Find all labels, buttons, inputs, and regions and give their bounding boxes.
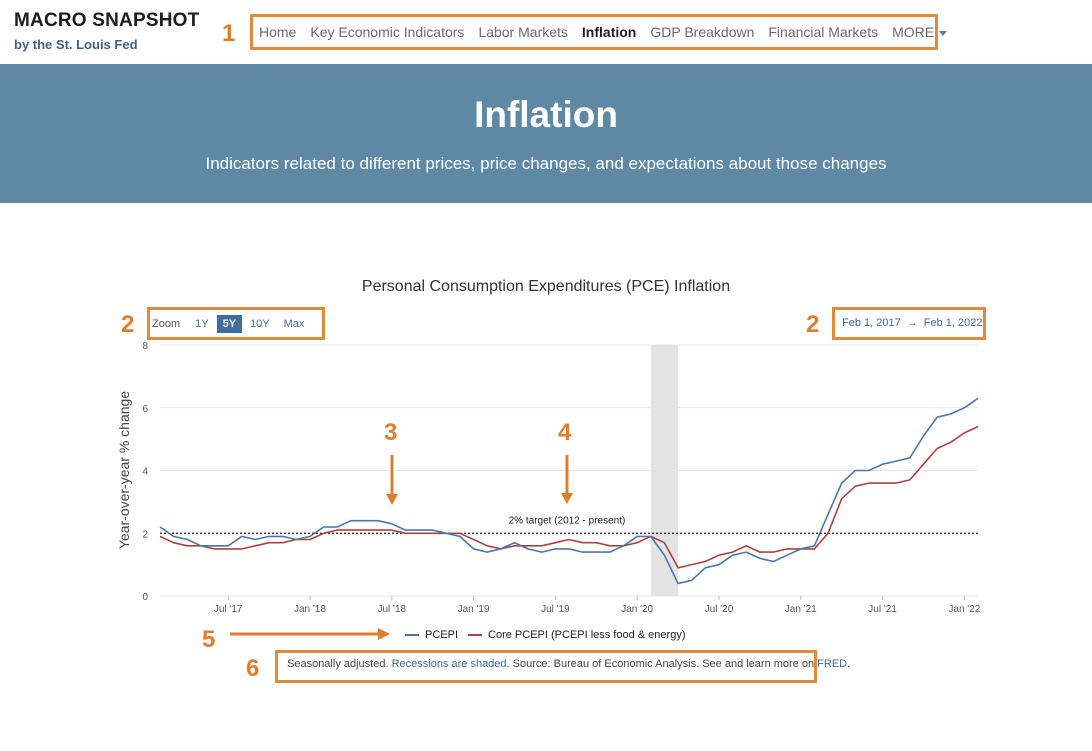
chart-title: Personal Consumption Expenditures (PCE) … — [361, 278, 731, 295]
x-tick-label: Jan '22 — [948, 604, 980, 615]
main-nav: Home Key Economic Indicators Labor Marke… — [250, 14, 948, 50]
zoom-max-button[interactable]: Max — [283, 318, 305, 330]
date-from-input[interactable]: Feb 1, 2017 — [842, 317, 901, 329]
date-to-input[interactable]: Feb 1, 2022 — [923, 317, 983, 329]
zoom-10y-button[interactable]: 10Y — [250, 318, 270, 330]
x-tick-label: Jul '20 — [705, 604, 734, 615]
x-tick-label: Jan '21 — [785, 604, 817, 615]
target-line-group: 2% target (2012 - present) — [160, 515, 978, 534]
callout-box-nav — [250, 14, 938, 50]
legend-swatch-pcepi — [405, 634, 419, 636]
y-tick-label: 6 — [142, 404, 148, 415]
page-subtitle: Indicators related to different prices, … — [205, 154, 887, 173]
legend-item-pcepi[interactable]: PCEPI — [405, 629, 458, 641]
zoom-controls: Zoom 1Y 5Y 10Y Max — [152, 311, 312, 337]
target-line-label: 2% target (2012 - present) — [509, 515, 626, 526]
callout-box-dates — [832, 307, 986, 340]
y-tick-label: 2 — [142, 529, 148, 540]
x-tick-label: Jan '18 — [294, 604, 326, 615]
chart-legend: PCEPI Core PCEPI (PCEPI less food & ener… — [405, 629, 695, 641]
footnote-text-3: . — [847, 658, 851, 670]
zoom-label: Zoom — [152, 318, 181, 330]
nav-home[interactable]: Home — [259, 24, 297, 40]
x-tick-label: Jul '21 — [868, 604, 897, 615]
legend-label-pcepi: PCEPI — [425, 629, 459, 641]
callout-box-zoom — [147, 307, 325, 340]
zoom-5y-button[interactable]: 5Y — [216, 315, 243, 333]
y-tick-label: 4 — [142, 467, 148, 478]
legend-label-core-pcepi: Core PCEPI (PCEPI less food & energy) — [488, 629, 686, 641]
page-title: Inflation — [474, 94, 618, 135]
y-axis-label: Year-over-year % change — [116, 391, 132, 549]
caret-down-icon — [939, 30, 948, 36]
x-tick-label: Jul '17 — [214, 604, 243, 615]
footnote-text-1: Seasonally adjusted. — [287, 658, 392, 670]
x-tick-label: Jul '19 — [541, 604, 570, 615]
nav-key-economic-indicators[interactable]: Key Economic Indicators — [310, 24, 465, 40]
x-axis-ticks: Jul '17 Jan '18 Jul '18 Jan '19 Jul '19 Jan '… — [214, 596, 981, 615]
chart-footnote: Seasonally adjusted. Recessions are shad… — [287, 658, 850, 670]
zoom-1y-button[interactable]: 1Y — [195, 318, 209, 330]
nav-financial-markets[interactable]: Financial Markets — [768, 24, 879, 40]
callout-3: 3 — [384, 419, 398, 446]
recession-band — [650, 345, 679, 596]
callout-2-dates: 2 — [806, 311, 820, 338]
date-range: Feb 1, 2017 → Feb 1, 2022 — [842, 317, 982, 329]
x-tick-label: Jan '19 — [458, 604, 490, 615]
top-bar: MACRO SNAPSHOT by the St. Louis Fed — [0, 0, 1092, 64]
nav-more-label: MORE — [892, 24, 935, 40]
brand-title[interactable]: MACRO SNAPSHOT — [14, 10, 200, 31]
recessions-link[interactable]: Recessions are shaded — [391, 658, 507, 670]
legend-swatch-core-pcepi — [468, 634, 483, 636]
nav-more-dropdown[interactable]: MORE — [892, 24, 948, 40]
callout-box-footer — [275, 650, 817, 683]
callout-6: 6 — [246, 655, 260, 682]
x-tick-label: Jul '18 — [377, 604, 406, 615]
nav-gdp-breakdown[interactable]: GDP Breakdown — [650, 24, 755, 40]
callout-4: 4 — [558, 419, 572, 446]
nav-inflation[interactable]: Inflation — [581, 24, 637, 40]
recession-shading — [650, 345, 679, 596]
fred-link[interactable]: FRED — [817, 658, 848, 670]
hero-banner: Inflation Indicators related to differen… — [0, 64, 1092, 203]
footnote-text-2: . Source: Bureau of Economic Analysis. S… — [506, 658, 818, 670]
callout-1: 1 — [222, 20, 236, 47]
brand-subtitle[interactable]: by the St. Louis Fed — [14, 37, 138, 52]
callout-2-zoom: 2 — [121, 311, 135, 338]
series-line-core-pcepi[interactable] — [159, 425, 979, 569]
callout-5: 5 — [202, 626, 216, 653]
arrow-right-icon: → — [906, 317, 918, 329]
y-tick-label: 0 — [142, 592, 148, 603]
legend-item-core-pcepi[interactable]: Core PCEPI (PCEPI less food & energy) — [468, 629, 685, 641]
annotation-arrows — [230, 455, 573, 640]
x-tick-label: Jan '20 — [621, 604, 653, 615]
y-axis-ticks: 0 2 4 6 8 — [142, 341, 148, 603]
y-tick-label: 8 — [142, 341, 148, 352]
nav-labor-markets[interactable]: Labor Markets — [478, 24, 568, 40]
grid-lines — [160, 344, 978, 597]
